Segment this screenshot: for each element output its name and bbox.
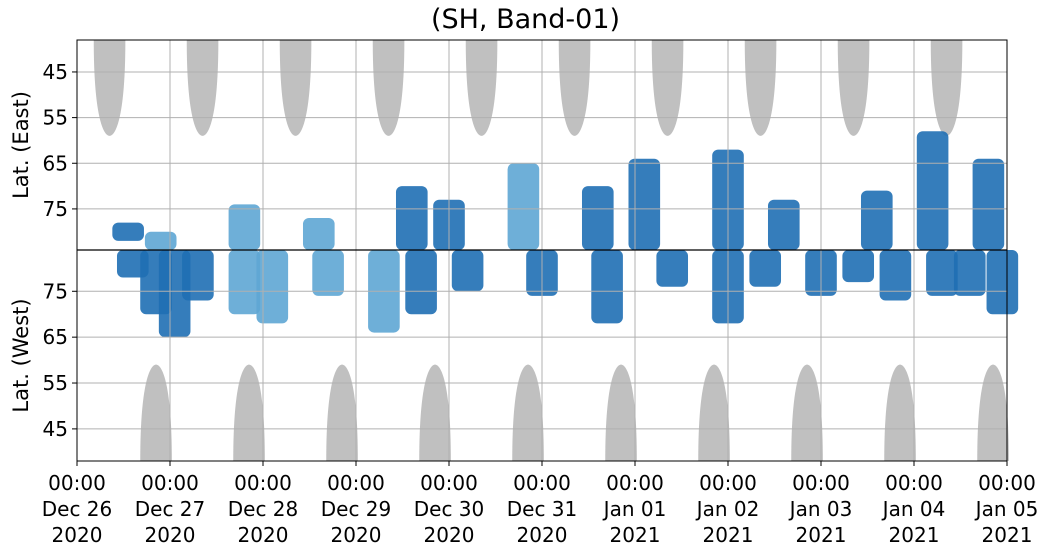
- x-tick-label-year: 2021: [889, 523, 940, 547]
- daylight-region-west: [233, 364, 265, 461]
- activity-cell-west: [656, 250, 689, 287]
- x-tick-label-year: 2020: [517, 523, 568, 547]
- x-tick-label-time: 00:00: [699, 471, 757, 495]
- x-tick-label-date: Dec 27: [135, 497, 206, 521]
- x-tick-label-time: 00:00: [327, 471, 385, 495]
- x-tick-label-year: 2020: [238, 523, 289, 547]
- activity-cell-east: [112, 222, 144, 241]
- daylight-region-west: [977, 364, 1009, 461]
- daylight-region-west: [140, 364, 172, 461]
- activity-cell-west: [451, 250, 484, 292]
- activity-cell-east: [395, 186, 428, 250]
- y-tick-label-west: 75: [43, 279, 68, 303]
- daylight-region-east: [279, 40, 312, 136]
- y-axis-label-west: Lat. (West): [9, 298, 33, 412]
- x-tick-label-date: Jan 01: [602, 497, 667, 521]
- activity-cell-west: [953, 250, 986, 296]
- x-tick-label-time: 00:00: [978, 471, 1036, 495]
- activity-cell-east: [916, 131, 949, 250]
- activity-cell-west: [986, 250, 1019, 315]
- activity-cell-east: [628, 158, 661, 250]
- activity-cell-west: [256, 250, 289, 324]
- x-tick-label-time: 00:00: [885, 471, 943, 495]
- daylight-region-east: [93, 40, 126, 136]
- daylight-region-west: [326, 364, 358, 461]
- activity-cell-west: [879, 250, 912, 301]
- x-tick-label-year: 2020: [52, 523, 103, 547]
- x-tick-label-date: Dec 28: [228, 497, 299, 521]
- activity-cell-west: [182, 250, 214, 301]
- y-axis-label-east: Lat. (East): [9, 91, 33, 199]
- x-tick-label-year: 2020: [145, 523, 196, 547]
- daylight-region-east: [930, 40, 963, 136]
- y-tick-label-east: 65: [43, 151, 68, 175]
- activity-cell-east: [144, 231, 177, 250]
- activity-cell-west: [312, 250, 344, 296]
- activity-cell-east: [507, 163, 540, 250]
- activity-cell-east: [581, 186, 614, 250]
- y-tick-label-west: 65: [43, 325, 68, 349]
- x-tick-label-time: 00:00: [141, 471, 199, 495]
- x-tick-label-year: 2021: [703, 523, 754, 547]
- activity-cell-west: [405, 250, 437, 315]
- daylight-region-west: [884, 364, 916, 461]
- x-tick-label-year: 2021: [610, 523, 661, 547]
- daylight-region-east: [465, 40, 498, 136]
- activity-cell-east: [302, 218, 335, 250]
- activity-cell-west: [228, 250, 261, 315]
- daylight-region-east: [744, 40, 777, 136]
- x-tick-label-time: 00:00: [234, 471, 292, 495]
- x-tick-label-date: Jan 02: [695, 497, 760, 521]
- activity-cell-east: [860, 190, 893, 250]
- x-tick-label-time: 00:00: [606, 471, 664, 495]
- x-tick-label-date: Dec 31: [507, 497, 578, 521]
- daylight-region-west: [791, 364, 823, 461]
- x-tick-label-date: Jan 04: [881, 497, 946, 521]
- daylight-region-east: [186, 40, 219, 136]
- x-tick-label-year: 2021: [982, 523, 1033, 547]
- x-tick-label-year: 2020: [424, 523, 475, 547]
- activity-cell-west: [842, 250, 875, 283]
- activity-cell-east: [767, 199, 800, 250]
- activity-cell-west: [749, 250, 782, 287]
- y-tick-label-east: 75: [43, 197, 68, 221]
- daylight-region-west: [698, 364, 730, 461]
- x-tick-label-date: Dec 30: [414, 497, 485, 521]
- x-tick-label-time: 00:00: [513, 471, 571, 495]
- x-tick-label-year: 2020: [331, 523, 382, 547]
- daylight-region-east: [837, 40, 870, 136]
- x-tick-label-date: Jan 03: [788, 497, 853, 521]
- daylight-region-west: [419, 364, 451, 461]
- y-tick-label-east: 45: [43, 60, 68, 84]
- x-tick-label-time: 00:00: [48, 471, 106, 495]
- activity-cell-east: [972, 158, 1005, 250]
- activity-cell-west: [591, 250, 623, 324]
- activity-cell-east: [228, 204, 261, 250]
- daylight-region-west: [605, 364, 637, 461]
- activity-cell-west: [926, 250, 958, 296]
- y-tick-label-west: 55: [43, 371, 68, 395]
- x-tick-label-date: Dec 29: [321, 497, 392, 521]
- y-tick-label-west: 45: [43, 417, 68, 441]
- daylight-region-east: [651, 40, 684, 136]
- x-tick-label-time: 00:00: [420, 471, 478, 495]
- chart-title: (SH, Band-01): [430, 4, 621, 35]
- daylight-region-west: [512, 364, 544, 461]
- daylight-region-east: [558, 40, 591, 136]
- x-tick-label-date: Dec 26: [42, 497, 113, 521]
- x-tick-label-time: 00:00: [792, 471, 850, 495]
- y-tick-label-east: 55: [43, 106, 68, 130]
- x-tick-label-date: Jan 05: [974, 497, 1039, 521]
- daylight-region-east: [372, 40, 405, 136]
- x-tick-label-year: 2021: [796, 523, 847, 547]
